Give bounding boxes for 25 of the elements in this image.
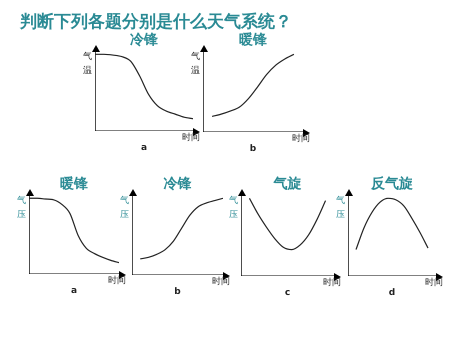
x-axis-title: 时间 (212, 277, 230, 287)
text: a (70, 286, 78, 296)
x-axis-title: 时间 (182, 133, 200, 143)
y-axis-title: 气温 (83, 52, 92, 76)
text: a (140, 143, 148, 153)
x-axis-title: 时间 (425, 278, 443, 288)
text: d (388, 288, 396, 298)
chart-title: 暖锋 (60, 176, 88, 192)
x-axis-title: 时间 (323, 278, 341, 288)
chart-title: 暖锋 (239, 32, 267, 48)
x-axis-title: 时间 (292, 134, 310, 144)
y-axis-title: 气压 (17, 196, 26, 220)
text: c (284, 288, 290, 298)
text: b (174, 287, 181, 297)
y-axis-title: 气压 (336, 196, 345, 220)
y-axis-title: 气压 (229, 196, 238, 220)
chart-title: 反气旋 (371, 176, 413, 192)
y-axis-title: 气温 (191, 52, 200, 76)
chart-title: 气旋 (274, 176, 302, 192)
text: b (250, 144, 256, 154)
x-axis-title: 时间 (108, 276, 126, 286)
chart-title: 冷锋 (130, 32, 158, 48)
y-axis-title: 气压 (120, 196, 129, 220)
chart-title: 冷锋 (164, 176, 192, 192)
text: 判断下列各题分别是什么天气系统？ (20, 12, 292, 32)
